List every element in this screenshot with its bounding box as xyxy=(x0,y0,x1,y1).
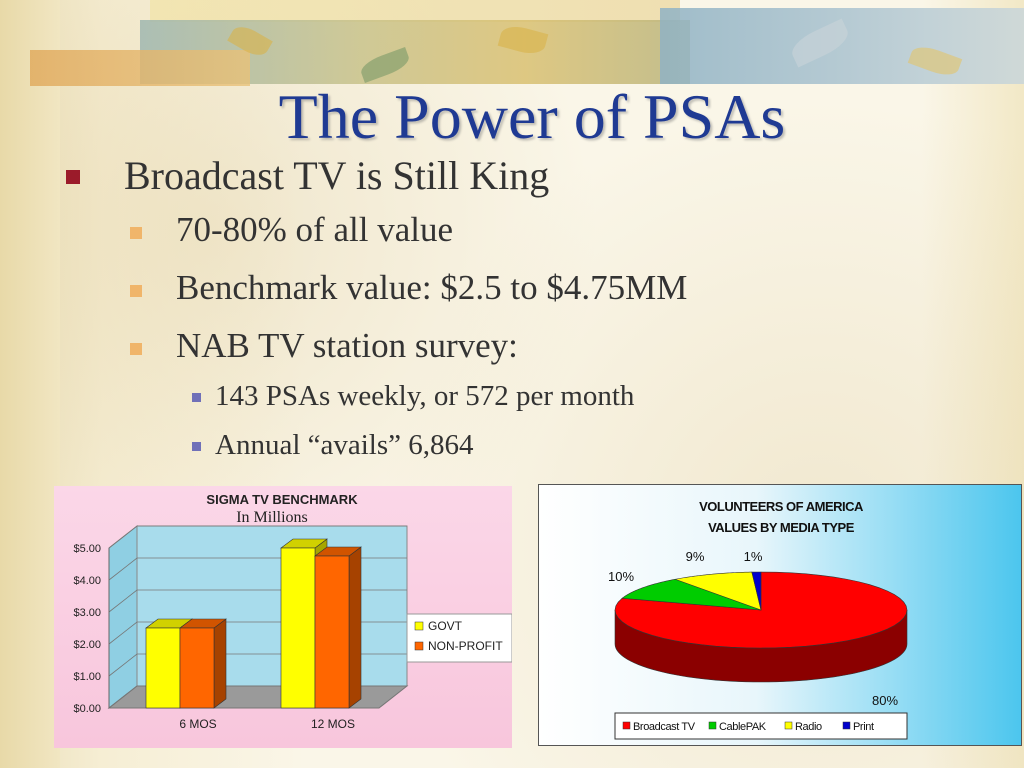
pie-chart-subtitle: VALUES BY MEDIA TYPE xyxy=(708,520,855,535)
legend-label: GOVT xyxy=(428,619,463,633)
sub-bullet-value-share: 70-80% of all value xyxy=(176,210,453,249)
bar-chart-x-tick: 12 MOS xyxy=(311,717,355,731)
bar-chart-side-wall xyxy=(108,524,138,710)
bar-chart-x-tick: 6 MOS xyxy=(179,717,216,731)
pie-chart-title: VOLUNTEERS OF AMERICA xyxy=(699,499,864,514)
sub-bullet-icon xyxy=(130,285,142,297)
bar-chart-subtitle: In Millions xyxy=(236,509,308,526)
pie-data-label: 1% xyxy=(744,549,763,564)
legend-swatch xyxy=(622,721,631,730)
bar-chart-y-tick: $5.00 xyxy=(73,543,101,555)
legend-label: Print xyxy=(853,721,874,733)
bar-non-profit-side xyxy=(348,546,362,709)
sub-bullet-benchmark: Benchmark value: $2.5 to $4.75MM xyxy=(176,268,688,307)
bullet-square-icon xyxy=(66,170,80,184)
sub-sub-bullet-avails: Annual “avails” 6,864 xyxy=(215,429,474,461)
bar-chart-legend xyxy=(406,613,513,663)
pie-chart-legend xyxy=(614,712,908,740)
sub-bullet-nab-survey: NAB TV station survey: xyxy=(176,326,518,365)
pie-slice-print xyxy=(751,571,762,611)
pie-data-label: 80% xyxy=(872,693,898,708)
bar-chart-y-tick: $2.00 xyxy=(73,639,101,651)
left-texture-band xyxy=(0,0,60,768)
pie-slice-cablepak xyxy=(621,578,762,611)
slide-title: The Power of PSAs xyxy=(278,81,786,152)
legend-label: CablePAK xyxy=(719,721,767,733)
pie-data-label: 10% xyxy=(608,569,634,584)
sub-sub-bullet-icon xyxy=(192,442,201,451)
legend-swatch xyxy=(414,641,424,651)
bar-non-profit-6-mos xyxy=(179,627,215,709)
bar-chart: SIGMA TV BENCHMARK In Millions $0.00 $1.0… xyxy=(73,492,513,731)
legend-swatch xyxy=(708,721,717,730)
bar-chart-y-tick: $0.00 xyxy=(73,703,101,715)
legend-label: NON-PROFIT xyxy=(428,639,503,653)
legend-swatch xyxy=(842,721,851,730)
pie-chart-panel: VOLUNTEERS OF AMERICA VALUES BY MEDIA TY… xyxy=(538,484,1022,746)
pie-data-label: 9% xyxy=(686,549,705,564)
bar-chart-y-tick: $3.00 xyxy=(73,607,101,619)
sub-sub-bullet-weekly: 143 PSAs weekly, or 572 per month xyxy=(215,380,635,412)
pie-chart: VOLUNTEERS OF AMERICA VALUES BY MEDIA TY… xyxy=(608,499,908,740)
sub-sub-bullet-icon xyxy=(192,393,201,402)
bar-chart-y-tick: $4.00 xyxy=(73,575,101,587)
bar-govt-6-mos xyxy=(145,627,181,709)
bar-non-profit-side xyxy=(213,618,227,709)
legend-swatch xyxy=(784,721,793,730)
bullet-broadcast-tv: Broadcast TV is Still King xyxy=(124,153,550,198)
bar-non-profit-12-mos xyxy=(314,555,350,709)
bar-chart-gridline xyxy=(108,525,407,549)
bar-govt-12-mos xyxy=(280,547,316,709)
sub-bullet-icon xyxy=(130,227,142,239)
pie-slice-radio xyxy=(674,571,762,611)
legend-label: Broadcast TV xyxy=(633,721,696,733)
bar-chart-y-tick: $1.00 xyxy=(73,671,101,683)
decorative-banner xyxy=(30,0,1024,88)
legend-swatch xyxy=(414,621,424,631)
sub-bullet-icon xyxy=(130,343,142,355)
legend-label: Radio xyxy=(795,721,822,733)
bar-chart-title: SIGMA TV BENCHMARK xyxy=(206,492,358,507)
bar-chart-panel: SIGMA TV BENCHMARK In Millions $0.00 $1.0… xyxy=(54,486,513,748)
